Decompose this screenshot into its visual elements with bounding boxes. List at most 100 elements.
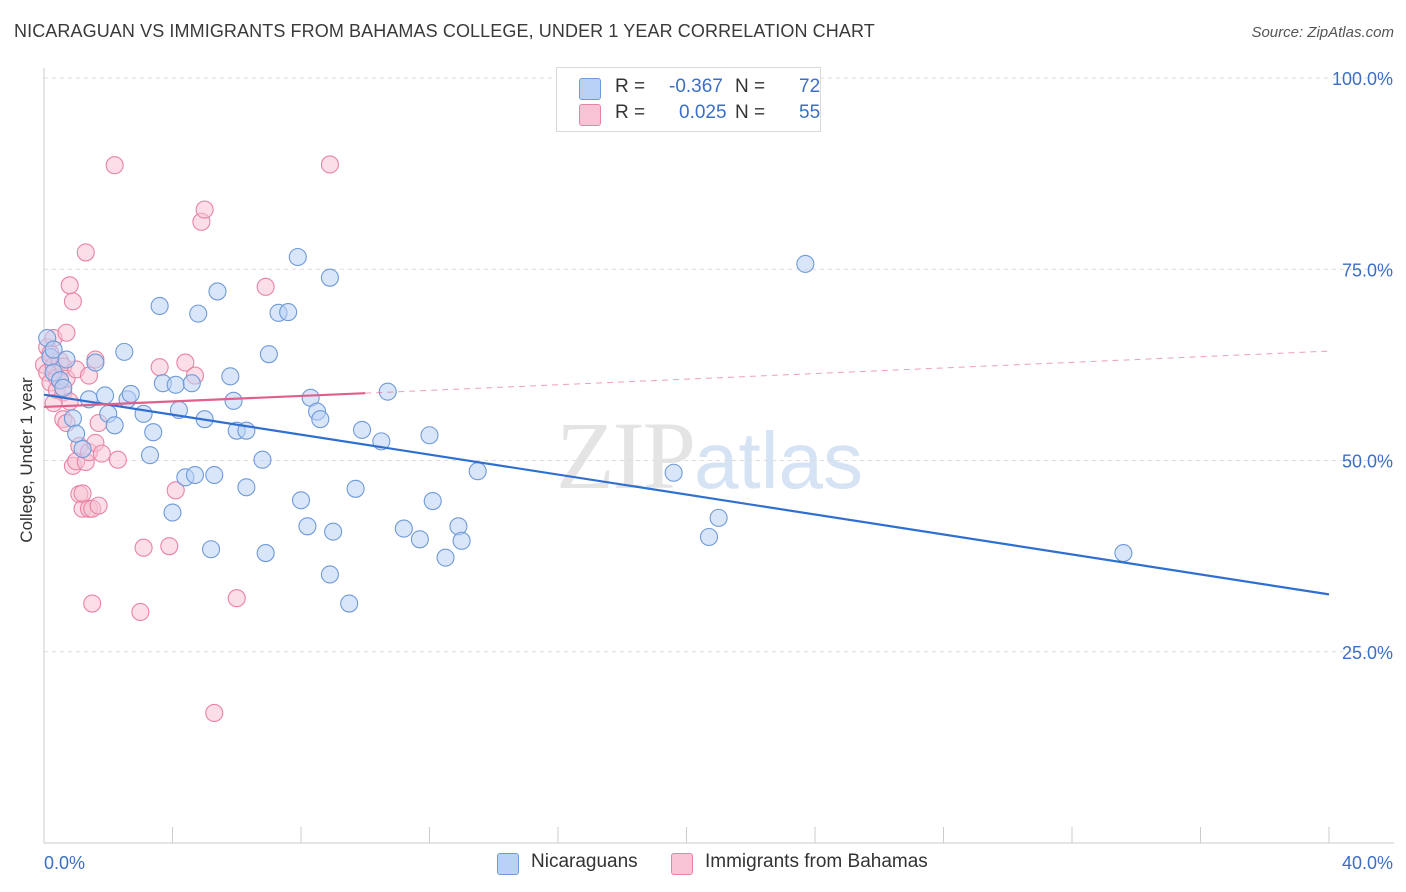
nicaraguan-point [150, 296, 169, 316]
y-axis-label: College, Under 1 year [17, 377, 36, 543]
nicaraguan-point [221, 367, 240, 386]
nicaraguan-point [256, 544, 275, 563]
nicaraguan-point [420, 426, 439, 445]
legend-label: Immigrants from Bahamas [705, 851, 928, 872]
bahamas-point [150, 358, 169, 377]
bahamas-point [176, 353, 195, 372]
bahamas-point [76, 243, 95, 262]
nicaraguan-point [121, 384, 140, 403]
nicaraguan-point [182, 374, 201, 393]
y-tick-label: 50.0% [1342, 452, 1393, 472]
legend-n-value: 72 [799, 76, 821, 97]
nicaraguan-point [320, 268, 339, 287]
nicaraguan-point [134, 404, 153, 423]
correlation-legend: R = -0.367 N = 72 R = 0.025 N = 55 [556, 67, 821, 132]
nicaraguan-point [340, 594, 359, 613]
nicaraguan-point [208, 282, 227, 301]
bahamas-point [195, 200, 214, 219]
bahamas-point [63, 292, 82, 311]
nicaraguan-point [298, 517, 317, 536]
nicaraguan-point [288, 247, 307, 267]
bahamas-trend-line [43, 392, 366, 409]
source-label: Source: ZipAtlas.com [1251, 24, 1394, 41]
nicaraguan-point [63, 409, 82, 428]
legend-r-value: -0.367 [669, 76, 723, 97]
bahamas-point [108, 450, 127, 469]
bahamas-trend-extension [365, 350, 1330, 394]
nicaraguan-trend-line [43, 393, 1330, 596]
nicaraguan-point [320, 565, 339, 584]
bahamas-point [105, 156, 124, 175]
nicaraguan-point [95, 386, 115, 405]
legend-swatch-pink [671, 853, 693, 875]
legend-swatch-blue [579, 78, 601, 100]
watermark: ZIPatlas [556, 400, 863, 511]
nicaraguan-point [185, 465, 205, 485]
legend-n-label: N = [735, 76, 766, 97]
watermark-atlas: atlas [694, 416, 863, 505]
nicaraguan-point [796, 254, 815, 273]
nicaraguan-point [237, 478, 256, 497]
legend-label: Nicaraguans [531, 851, 638, 872]
nicaraguan-point [224, 391, 243, 410]
nicaraguan-point [452, 531, 471, 550]
y-tick-label: 25.0% [1342, 643, 1393, 663]
nicaraguan-point [346, 479, 365, 498]
nicaraguan-point [291, 491, 311, 510]
legend-swatch-blue [497, 853, 519, 875]
nicaraguan-point [394, 519, 413, 538]
nicaraguan-point [105, 416, 124, 435]
nicaraguan-point [468, 462, 487, 481]
nicaraguan-point [205, 465, 224, 485]
legend-r-label: R = [615, 102, 646, 123]
nicaraguan-point [436, 548, 455, 567]
legend-r-label: R = [615, 76, 646, 97]
bahamas-point [320, 155, 339, 174]
nicaraguan-point [54, 378, 73, 397]
bahamas-point [160, 537, 179, 556]
nicaraguan-point [115, 342, 134, 361]
nicaraguan-point [163, 503, 182, 522]
legend-swatch-pink [579, 104, 601, 126]
chart-title: NICARAGUAN VS IMMIGRANTS FROM BAHAMAS CO… [14, 21, 875, 41]
bahamas-point [92, 444, 111, 463]
legend-n-value: 55 [799, 102, 821, 123]
bahamas-point [134, 538, 153, 557]
nicaraguan-point [311, 410, 330, 429]
bahamas-point [256, 277, 275, 296]
nicaraguan-point [57, 350, 76, 369]
nicaraguan-point [253, 450, 272, 469]
nicaraguan-point [144, 423, 163, 442]
bahamas-point [227, 589, 246, 608]
nicaraguan-point [86, 353, 105, 372]
nicaraguan-point [202, 540, 221, 559]
legend-r-value: 0.025 [679, 102, 727, 123]
watermark-zip: ZIP [556, 402, 696, 509]
nicaraguan-point [279, 303, 298, 322]
nicaraguan-point [352, 420, 372, 439]
y-tick-label: 75.0% [1342, 260, 1393, 280]
bahamas-point [57, 323, 76, 342]
nicaraguan-point [410, 530, 429, 549]
nicaraguan-point [709, 508, 728, 527]
bahamas-point [89, 496, 108, 515]
nicaraguan-point [73, 439, 92, 459]
legend-n-label: N = [735, 102, 766, 123]
nicaraguan-point [259, 345, 278, 364]
x-tick-label: 40.0% [1342, 853, 1393, 873]
bahamas-point [166, 481, 185, 500]
bahamas-point [73, 484, 92, 503]
nicaraguan-point [699, 527, 719, 547]
nicaraguan-point [67, 424, 86, 443]
nicaraguan-point [324, 522, 343, 541]
nicaraguan-point [44, 340, 63, 359]
nicaraguan-point [378, 382, 397, 401]
bahamas-point [205, 703, 224, 723]
nicaraguan-point [166, 375, 185, 394]
bahamas-point [83, 594, 102, 613]
x-tick-label: 0.0% [44, 853, 85, 873]
nicaraguan-point [140, 446, 160, 465]
nicaraguan-point [1114, 544, 1133, 563]
nicaraguan-point [423, 491, 442, 511]
